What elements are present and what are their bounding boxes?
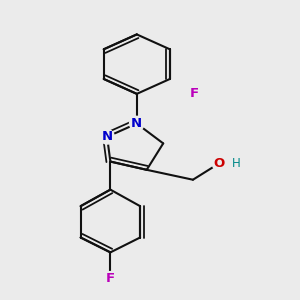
Text: O: O [214,157,225,170]
Text: H: H [232,157,240,170]
Circle shape [103,272,118,286]
Circle shape [130,116,144,131]
Text: N: N [131,117,142,130]
Circle shape [212,156,226,170]
Circle shape [229,156,243,170]
Circle shape [100,130,114,144]
Text: F: F [190,87,199,101]
Text: F: F [106,272,115,285]
Circle shape [187,87,202,101]
Text: N: N [101,130,112,143]
